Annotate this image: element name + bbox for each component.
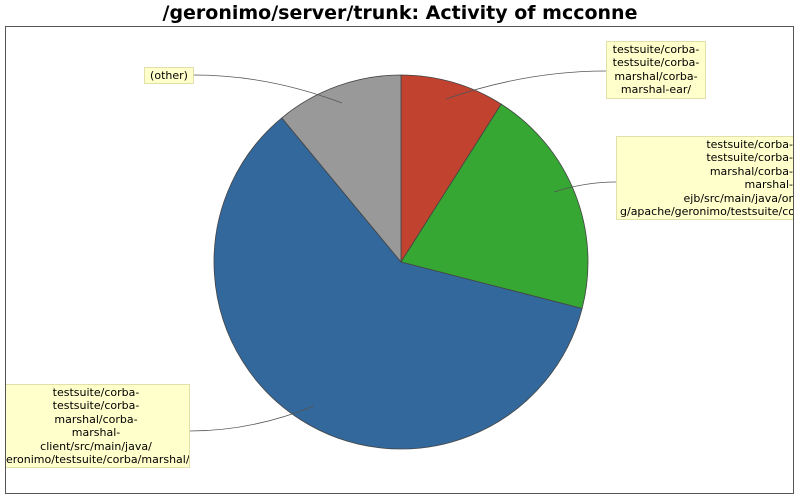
chart-title: /geronimo/server/trunk: Activity of mcco…: [162, 2, 638, 24]
leader-line-4: [193, 74, 343, 104]
pie-slice-1: [400, 74, 502, 264]
pie-slice-3: [213, 117, 583, 450]
slice-label-1: testsuite/corba- testsuite/corba- marsha…: [606, 41, 706, 99]
plot-area: testsuite/corba- testsuite/corba- marsha…: [5, 26, 794, 494]
leader-line-3: [189, 405, 315, 432]
pie-chart: [189, 70, 617, 450]
slice-label-2: testsuite/corba- testsuite/corba- marsha…: [616, 136, 793, 221]
slice-label-3: testsuite/corba- testsuite/corba- marsha…: [6, 384, 190, 469]
leader-line-1: [445, 70, 607, 100]
slice-label-4: (other): [144, 67, 194, 85]
leader-line-2: [553, 181, 617, 193]
pie-slice-4: [281, 74, 402, 264]
pie-slice-2: [400, 103, 589, 309]
